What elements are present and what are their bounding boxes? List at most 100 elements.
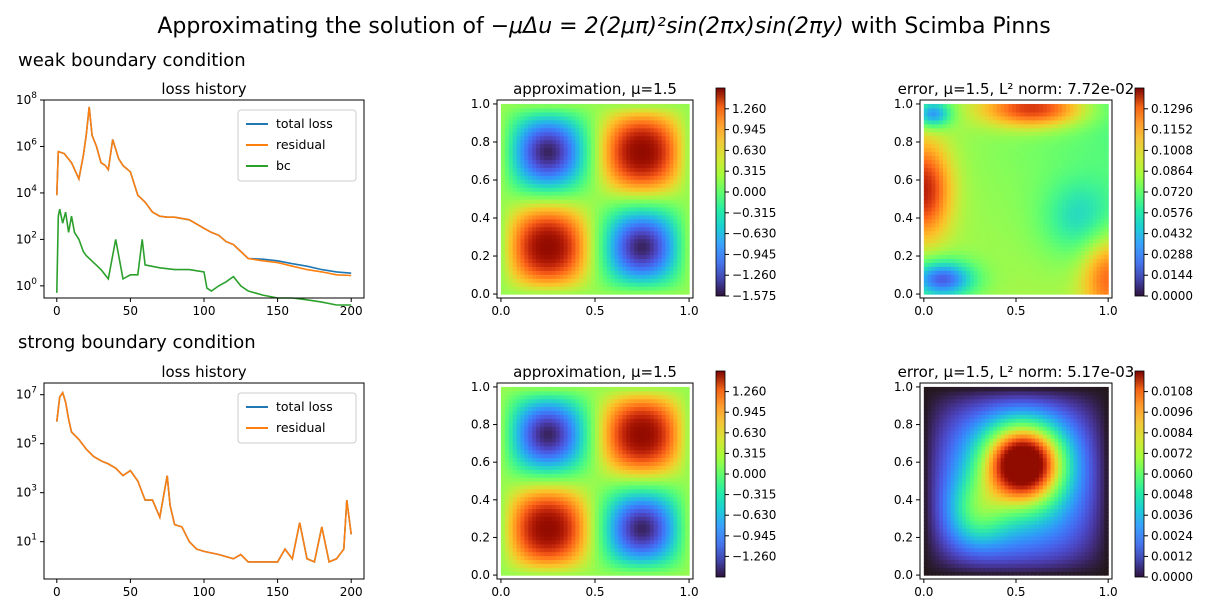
weak-approx-cell <box>610 234 616 240</box>
weak-error-cell <box>1004 119 1009 125</box>
strong-approx-cell <box>516 528 522 533</box>
weak-error-cell <box>985 123 990 129</box>
weak-error-cell <box>946 139 952 145</box>
weak-approx-cell <box>528 179 533 184</box>
weak-approx-cell <box>653 266 659 271</box>
weak-approx-cell <box>583 262 588 267</box>
weak-error-cell <box>1039 155 1044 160</box>
weak-approx-cell <box>504 103 510 109</box>
weak-approx-cell <box>547 163 553 168</box>
weak-error-cell <box>962 222 967 228</box>
weak-approx-cell <box>587 111 592 117</box>
weak-approx-cell <box>642 147 647 153</box>
weak-approx-cell <box>579 139 584 145</box>
weak-approx-cell <box>540 286 545 291</box>
weak-approx-cell <box>559 270 565 275</box>
weak-error-cell <box>1054 238 1059 244</box>
weak-error-cell <box>1035 222 1040 228</box>
weak-error-cell <box>1085 159 1090 164</box>
strong-approx-cell <box>512 528 518 533</box>
weak-approx-cell <box>532 195 537 200</box>
weak-error-cell <box>946 147 952 153</box>
weak-error-cell <box>1035 226 1040 232</box>
weak-approx-cell <box>579 191 584 196</box>
weak-error-cell <box>1050 111 1055 117</box>
weak-error-cell <box>1008 282 1013 287</box>
weak-approx-cell <box>634 191 639 196</box>
weak-approx-cell <box>649 250 655 256</box>
weak-approx-cell <box>626 199 631 204</box>
weak-approx-cell <box>516 123 522 129</box>
weak-approx-cell <box>685 199 690 204</box>
weak-approx-cell <box>591 218 596 224</box>
weak-error-cell <box>1062 214 1067 220</box>
weak-error-cell <box>1042 226 1048 232</box>
weak-approx-cell <box>685 183 690 188</box>
weak-approx-cell <box>681 258 686 263</box>
weak-error-cell <box>1016 187 1021 192</box>
weak-error-cell <box>1069 226 1075 232</box>
weak-approx-cell <box>649 123 655 129</box>
weak-approx-cell <box>665 254 671 259</box>
weak-error-cell <box>1077 123 1082 129</box>
weak-error-cell <box>962 159 967 164</box>
weak-error-cell <box>962 226 967 232</box>
weak-approx-cell <box>653 290 659 295</box>
weak-error-cell <box>966 187 971 192</box>
strong-approx-cell <box>500 496 506 502</box>
weak-error-cell <box>939 119 944 125</box>
weak-error-cell <box>962 187 967 192</box>
weak-approx-cell <box>544 258 549 263</box>
weak-error-cell <box>950 147 956 153</box>
weak-error-ytick-label: 0.2 <box>894 249 913 263</box>
weak-approx-cell <box>591 167 596 172</box>
weak-approx-cell <box>508 159 514 164</box>
weak-approx-cell <box>559 143 565 149</box>
weak-approx-cell <box>555 234 561 240</box>
weak-error-cell <box>1058 246 1063 252</box>
weak-error-cell <box>1069 210 1075 216</box>
weak-approx-cell <box>642 115 647 121</box>
weak-error-cell <box>969 242 975 248</box>
weak-error-cell <box>1050 107 1055 113</box>
weak-error-cell <box>1088 246 1094 252</box>
weak-approx-cell <box>610 147 616 153</box>
weak-approx-cell <box>500 151 506 157</box>
weak-approx-cell <box>508 151 514 157</box>
weak-approx-cell <box>626 258 631 263</box>
weak-error-cell <box>1088 107 1094 113</box>
weak-approx-cell <box>516 266 522 271</box>
weak-error-cell <box>1100 254 1105 259</box>
weak-error-cell <box>954 119 959 125</box>
weak-approx-cell <box>598 127 604 133</box>
weak-approx-cell <box>595 242 600 248</box>
weak-error-cell <box>954 179 959 184</box>
weak-error-cell <box>1031 171 1036 176</box>
weak-error-cell <box>1035 262 1040 267</box>
weak-approx-cell <box>630 258 635 263</box>
weak-error-cell <box>1065 242 1071 248</box>
weak-error-cell <box>1096 131 1102 137</box>
weak-approx-cell <box>559 202 565 208</box>
weak-error-cell <box>1039 199 1044 204</box>
strong-approx-cell <box>500 445 506 451</box>
weak-approx-cell <box>516 206 522 212</box>
weak-approx-cell <box>653 127 659 133</box>
weak-approx-cell <box>571 159 576 164</box>
weak-error-cell <box>1000 274 1006 279</box>
weak-error-cell <box>931 155 936 160</box>
weak-error-cell <box>989 187 994 192</box>
weak-approx-cell <box>520 159 526 164</box>
weak-error-cell <box>1039 230 1044 236</box>
weak-error-cell <box>1046 286 1052 291</box>
weak-approx-cell <box>547 155 553 160</box>
weak-error-cell <box>973 254 979 259</box>
weak-approx-cell <box>508 191 514 196</box>
weak-approx-cell <box>555 159 561 164</box>
weak-approx-cell <box>669 234 674 240</box>
weak-error-cell <box>1104 274 1109 279</box>
weak-error-cell <box>973 266 979 271</box>
weak-error-cell <box>958 175 963 180</box>
weak-error-cell <box>977 147 983 153</box>
weak-approx-cell <box>524 214 529 220</box>
